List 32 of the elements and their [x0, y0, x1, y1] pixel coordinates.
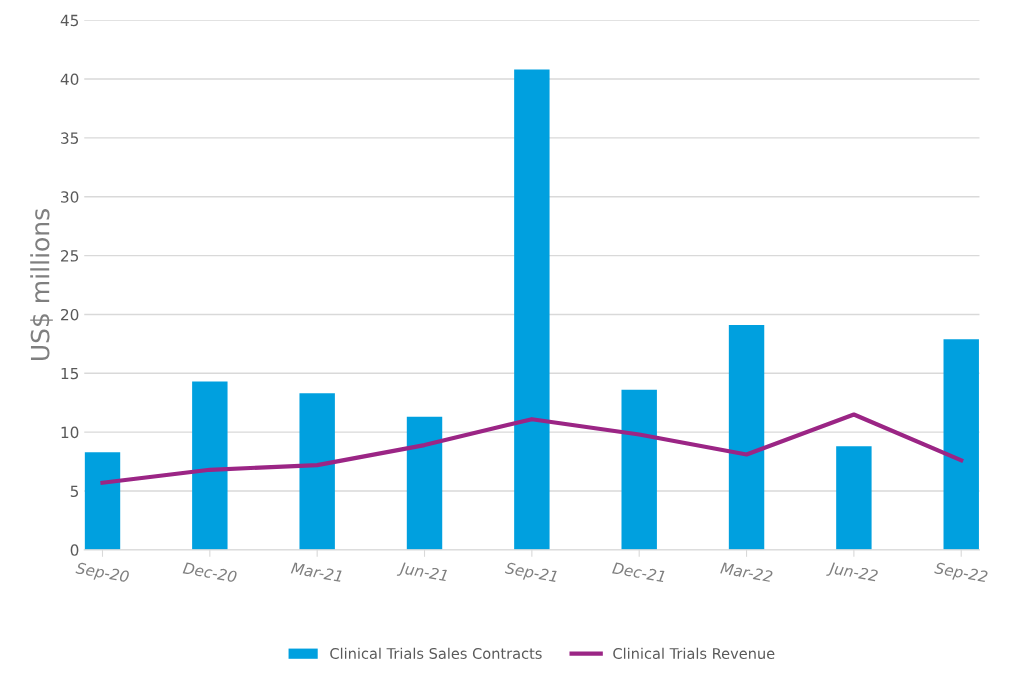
- y-tick-label: 15: [61, 367, 79, 380]
- y-tick-label: 30: [61, 191, 79, 203]
- x-tick-label: Sep-22: [933, 561, 988, 586]
- y-tick-label: 45: [60, 14, 79, 27]
- y-tick-label: 25: [61, 250, 79, 262]
- bar: [836, 446, 872, 550]
- bar: [514, 69, 550, 550]
- legend-label: Clinical Trials Revenue: [613, 647, 775, 659]
- y-tick-label: 35: [61, 132, 79, 144]
- bar: [192, 381, 228, 550]
- x-tick-label: Sep-21: [504, 561, 558, 586]
- y-tick-label: 0: [70, 544, 79, 556]
- bar: [943, 339, 979, 550]
- bar: [84, 452, 121, 550]
- x-tick-label: Dec-20: [182, 561, 238, 583]
- y-tick-label: 5: [70, 485, 79, 498]
- x-tick-label: Sep-20: [74, 561, 130, 586]
- y-tick-label: 10: [61, 426, 79, 439]
- bar: [621, 389, 657, 550]
- x-tick-label: Dec-21: [611, 561, 665, 583]
- y-axis-title: US$ millions: [30, 209, 53, 360]
- x-tick-label: Mar-22: [720, 561, 773, 583]
- bar: [406, 416, 443, 550]
- y-tick-label: 40: [60, 73, 79, 86]
- line-series: [100, 412, 964, 485]
- x-tick-label: Jun-21: [396, 561, 448, 585]
- legend-label: Clinical Trials Sales Contracts: [330, 647, 542, 659]
- bar: [728, 325, 765, 550]
- x-tick-label: Mar-21: [290, 561, 343, 583]
- y-tick-label: 20: [61, 308, 79, 321]
- bar: [299, 393, 335, 550]
- x-tick-label: Jun-22: [826, 561, 879, 585]
